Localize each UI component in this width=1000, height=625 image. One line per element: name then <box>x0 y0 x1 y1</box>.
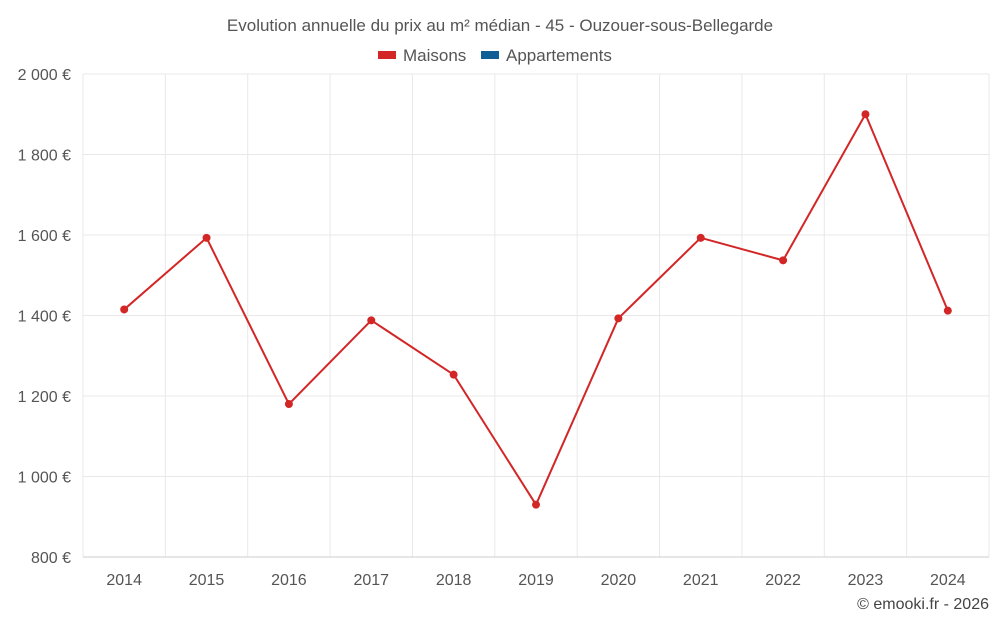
x-axis-ticks: 2014 2015 2016 2017 2018 2019 2020 2021 2022 2023… <box>106 572 965 589</box>
y-tick-label: 800 € <box>31 550 71 567</box>
y-tick-label: 2 000 € <box>18 67 71 84</box>
chart-title: Evolution annuelle du prix au m² médian … <box>227 16 773 35</box>
data-point-2018[interactable] <box>449 370 458 379</box>
data-point-2024[interactable] <box>943 306 952 315</box>
y-axis-ticks: 800 € 1 000 € 1 200 € 1 400 € 1 600 € 1 800 €… <box>18 67 71 567</box>
data-point-2017[interactable] <box>367 316 376 325</box>
x-tick-label: 2015 <box>189 572 225 589</box>
y-tick-label: 1 400 € <box>18 309 71 326</box>
x-tick-label: 2021 <box>683 572 719 589</box>
legend: Maisons Appartements <box>378 46 612 65</box>
x-tick-label: 2020 <box>601 572 637 589</box>
data-point-2014[interactable] <box>120 305 129 314</box>
legend-swatch-maisons <box>378 51 396 59</box>
data-point-2023[interactable] <box>861 110 870 119</box>
y-tick-label: 1 200 € <box>18 389 71 406</box>
series-maisons <box>120 110 952 509</box>
x-tick-label: 2017 <box>353 572 389 589</box>
data-point-2015[interactable] <box>202 233 211 242</box>
x-tick-label: 2016 <box>271 572 307 589</box>
data-point-2021[interactable] <box>696 233 705 242</box>
y-tick-label: 1 600 € <box>18 228 71 245</box>
data-point-2019[interactable] <box>532 500 540 509</box>
legend-swatch-appartements <box>481 51 499 59</box>
x-tick-label: 2022 <box>765 572 801 589</box>
data-point-2020[interactable] <box>614 314 623 323</box>
x-tick-label: 2018 <box>436 572 472 589</box>
x-tick-label: 2019 <box>518 572 554 589</box>
x-tick-label: 2014 <box>106 572 142 589</box>
legend-label-appartements: Appartements <box>506 46 612 65</box>
legend-label-maisons: Maisons <box>403 46 466 65</box>
credit-text: © emooki.fr - 2026 <box>857 596 989 613</box>
legend-item-appartements[interactable]: Appartements <box>481 46 612 65</box>
grid <box>82 73 990 558</box>
x-tick-label: 2024 <box>930 572 966 589</box>
y-tick-label: 1 800 € <box>18 148 71 165</box>
data-point-2016[interactable] <box>284 400 293 409</box>
data-point-2022[interactable] <box>779 256 788 265</box>
x-tick-label: 2023 <box>848 572 884 589</box>
legend-item-maisons[interactable]: Maisons <box>378 46 466 65</box>
y-tick-label: 1 000 € <box>18 470 71 487</box>
